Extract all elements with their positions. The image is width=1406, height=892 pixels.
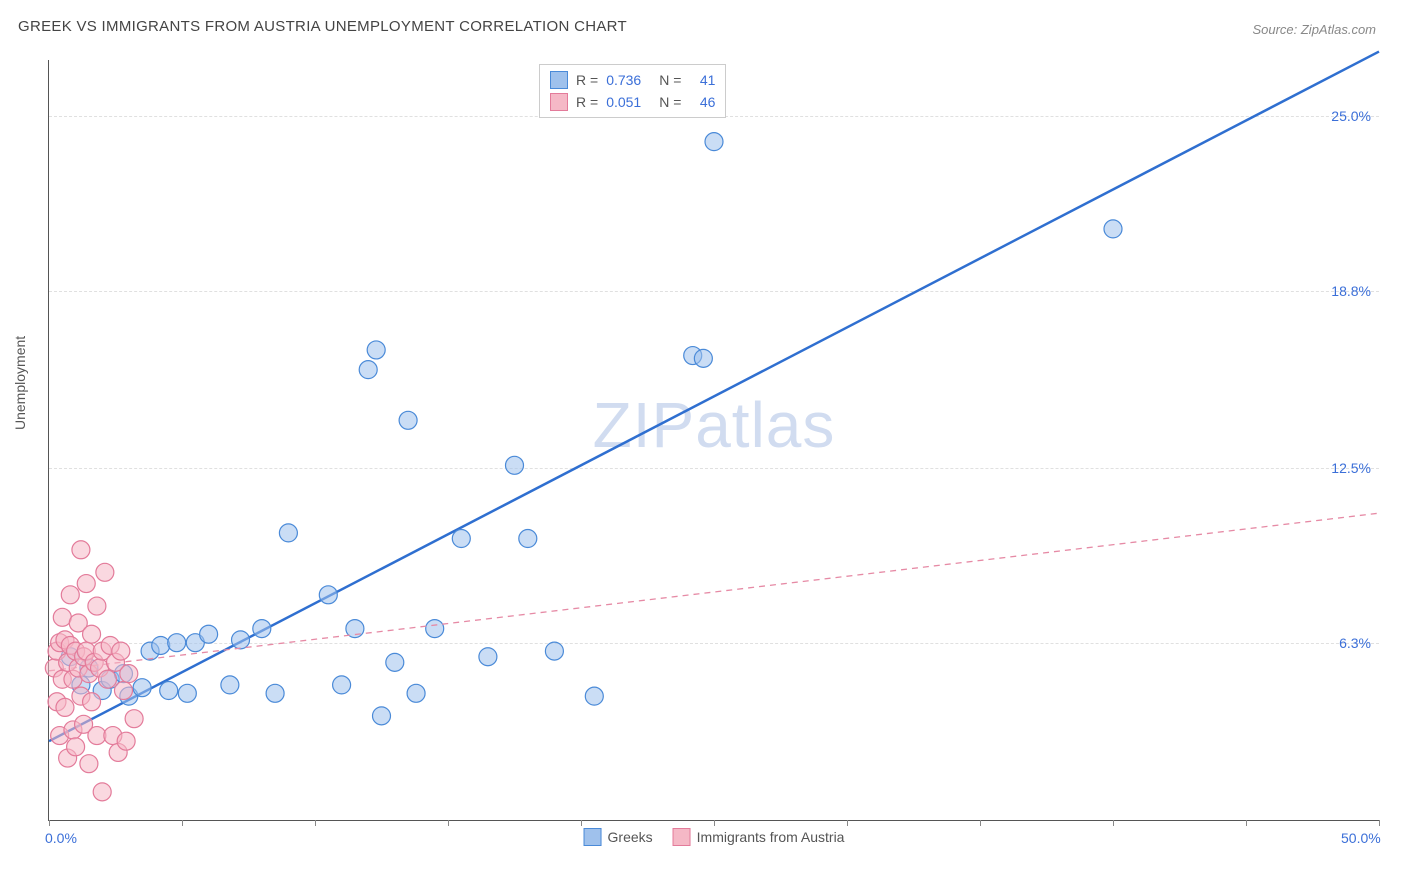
x-tick [1379,820,1380,826]
data-point [117,732,135,750]
legend-stat-row: R = 0.736 N = 41 [550,69,715,91]
data-point [152,636,170,654]
data-point [279,524,297,542]
data-point [160,682,178,700]
x-tick [315,820,316,826]
x-tick [847,820,848,826]
stat-n-value: 41 [689,72,715,88]
data-point [333,676,351,694]
data-point [200,625,218,643]
legend-label: Immigrants from Austria [697,829,845,845]
x-tick [714,820,715,826]
x-tick-label: 50.0% [1341,830,1381,846]
data-point [694,349,712,367]
data-point [585,687,603,705]
stat-n-label: N = [659,94,681,110]
data-point [77,575,95,593]
legend-series: Greeks Immigrants from Austria [584,828,845,846]
data-point [506,456,524,474]
data-point [319,586,337,604]
data-point [452,530,470,548]
x-tick [581,820,582,826]
data-point [125,710,143,728]
data-point [93,783,111,801]
stat-r-label: R = [576,72,598,88]
legend-swatch [584,828,602,846]
legend-swatch [550,93,568,111]
legend-label: Greeks [608,829,653,845]
stat-n-value: 46 [689,94,715,110]
data-point [705,133,723,151]
source-label: Source: ZipAtlas.com [1252,22,1376,37]
data-point [96,563,114,581]
data-point [399,411,417,429]
data-point [61,586,79,604]
data-point [359,361,377,379]
legend-swatch [673,828,691,846]
data-point [373,707,391,725]
data-point [80,755,98,773]
x-tick [448,820,449,826]
data-point [253,620,271,638]
x-tick [1113,820,1114,826]
x-tick [980,820,981,826]
data-point [112,642,130,660]
legend-item: Greeks [584,828,653,846]
legend-swatch [550,71,568,89]
data-point [1104,220,1122,238]
data-point [479,648,497,666]
data-point [88,727,106,745]
legend-item: Immigrants from Austria [673,828,845,846]
chart-title: GREEK VS IMMIGRANTS FROM AUSTRIA UNEMPLO… [18,18,627,35]
data-point [221,676,239,694]
stat-r-label: R = [576,94,598,110]
x-tick [182,820,183,826]
data-point [545,642,563,660]
data-point [133,679,151,697]
y-axis-label: Unemployment [12,336,28,430]
trend-line [49,513,1379,671]
data-point [407,684,425,702]
data-point [88,597,106,615]
data-point [72,541,90,559]
data-point [99,670,117,688]
data-point [53,608,71,626]
data-point [56,698,74,716]
stat-r-value: 0.736 [606,72,641,88]
x-tick-label: 0.0% [45,830,77,846]
data-point [67,738,85,756]
data-point [519,530,537,548]
scatter-svg [49,60,1379,820]
data-point [178,684,196,702]
plot-area: ZIPatlas 6.3%12.5%18.8%25.0% 0.0%50.0% R… [48,60,1379,821]
data-point [367,341,385,359]
x-tick [49,820,50,826]
data-point [266,684,284,702]
data-point [168,634,186,652]
legend-stat-row: R = 0.051 N = 46 [550,91,715,113]
data-point [83,625,101,643]
data-point [232,631,250,649]
data-point [120,665,138,683]
data-point [114,682,132,700]
stat-r-value: 0.051 [606,94,641,110]
x-tick [1246,820,1247,826]
legend-stats: R = 0.736 N = 41 R = 0.051 N = 46 [539,64,726,118]
data-point [426,620,444,638]
data-point [386,653,404,671]
data-point [83,693,101,711]
stat-n-label: N = [659,72,681,88]
